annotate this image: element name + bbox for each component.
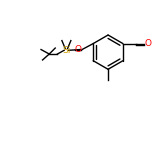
Text: O: O [74,45,81,54]
Text: Si: Si [62,46,71,55]
Text: O: O [144,39,151,48]
